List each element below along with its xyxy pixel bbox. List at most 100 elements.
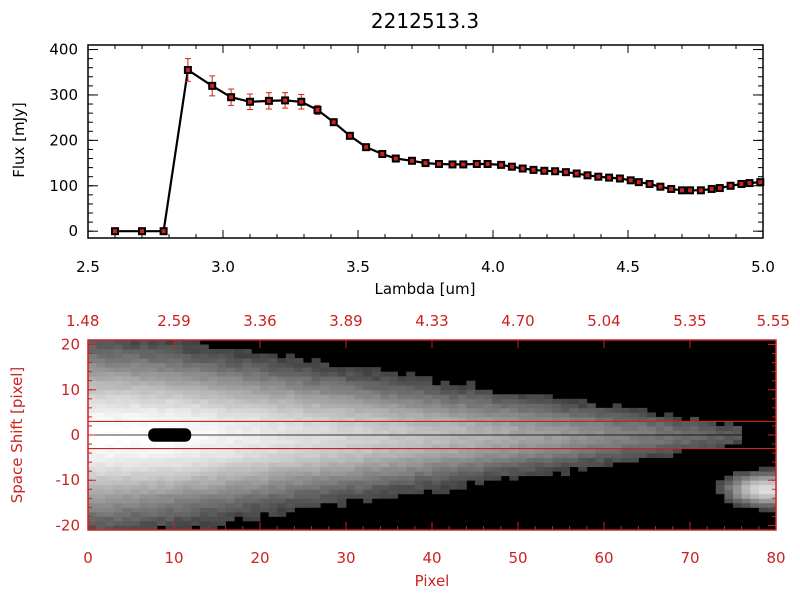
image-pixel: [113, 425, 123, 431]
image-pixel: [311, 489, 321, 495]
image-pixel: [328, 371, 338, 377]
image-pixel: [139, 516, 149, 522]
image-pixel: [148, 376, 158, 382]
image-pixel: [483, 394, 493, 400]
image-pixel: [225, 502, 235, 508]
image-pixel: [457, 484, 467, 490]
image-pixel: [251, 448, 261, 454]
image-pixel: [414, 403, 424, 409]
image-pixel: [96, 480, 106, 486]
image-pixel: [449, 430, 459, 436]
image-pixel: [707, 435, 717, 440]
image-pixel: [303, 453, 312, 459]
image-pixel: [397, 407, 407, 413]
image-pixel: [165, 385, 175, 391]
image-pixel: [113, 344, 123, 350]
image-pixel: [251, 389, 261, 395]
image-pixel: [500, 403, 510, 409]
image-pixel: [234, 466, 244, 472]
image-pixel: [414, 389, 424, 395]
image-pixel: [191, 349, 201, 354]
image-pixel: [234, 448, 244, 454]
image-pixel: [105, 457, 115, 463]
image-pixel: [371, 466, 381, 472]
image-pixel: [647, 430, 656, 436]
image-pixel: [432, 385, 441, 391]
image-pixel: [380, 448, 390, 454]
image-pixel: [122, 516, 132, 522]
image-pixel: [397, 462, 407, 468]
x-tick-label: 0: [83, 549, 93, 567]
image-pixel: [552, 421, 562, 427]
image-pixel: [277, 367, 287, 373]
image-pixel: [346, 439, 355, 445]
image-pixel: [156, 480, 166, 486]
image-pixel: [199, 349, 209, 354]
image-pixel: [294, 435, 304, 440]
image-pixel: [277, 462, 287, 468]
image-pixel: [466, 439, 476, 445]
image-pixel: [268, 430, 278, 436]
image-pixel: [423, 407, 433, 413]
image-pixel: [88, 480, 97, 486]
image-pixel: [380, 416, 390, 422]
image-pixel: [595, 462, 605, 468]
image-pixel: [242, 457, 252, 463]
image-pixel: [234, 435, 244, 440]
image-pixel: [758, 466, 768, 472]
data-point-core: [596, 174, 601, 179]
image-pixel: [174, 403, 183, 409]
image-pixel: [268, 362, 278, 368]
image-pixel: [234, 353, 244, 359]
image-pixel: [148, 493, 158, 499]
image-pixel: [406, 435, 416, 440]
image-pixel: [389, 435, 398, 440]
x-tick-label: 3.0: [211, 258, 235, 276]
image-pixel: [225, 435, 235, 440]
image-pixel: [131, 416, 140, 422]
image-pixel: [432, 453, 441, 459]
y-tick-label: 0: [68, 222, 78, 240]
image-pixel: [758, 507, 768, 513]
image-pixel: [88, 511, 97, 517]
image-pixel: [139, 371, 149, 377]
image-pixel: [337, 367, 347, 373]
image-pixel: [414, 376, 424, 382]
image-pixel: [285, 453, 295, 459]
image-pixel: [346, 389, 355, 395]
image-pixel: [199, 358, 209, 364]
image-pixel: [122, 489, 132, 495]
image-pixel: [457, 448, 467, 454]
image-pixel: [96, 457, 106, 463]
image-pixel: [191, 448, 201, 454]
image-pixel: [320, 475, 330, 481]
image-pixel: [148, 371, 158, 377]
image-pixel: [139, 416, 149, 422]
image-pixel: [277, 471, 287, 477]
image-pixel: [113, 520, 123, 526]
data-point-core: [717, 186, 722, 191]
image-pixel: [105, 516, 115, 522]
image-pixel: [750, 489, 760, 495]
image-pixel: [234, 462, 244, 468]
image-pixel: [578, 466, 588, 472]
image-pixel: [113, 376, 123, 382]
image-pixel: [526, 430, 536, 436]
image-pixel: [423, 466, 433, 472]
image-pixel: [535, 407, 545, 413]
y-tick-label: -20: [56, 516, 81, 534]
image-pixel: [354, 439, 364, 445]
image-pixel: [268, 376, 278, 382]
image-pixel: [174, 511, 183, 517]
image-pixel: [397, 475, 407, 481]
image-pixel: [389, 371, 398, 377]
image-pixel: [483, 389, 493, 395]
image-pixel: [449, 462, 459, 468]
image-pixel: [406, 376, 416, 382]
image-pixel: [715, 489, 725, 495]
image-pixel: [397, 489, 407, 495]
image-pixel: [414, 425, 424, 431]
image-pixel: [260, 362, 269, 368]
image-pixel: [88, 412, 97, 418]
image-pixel: [363, 489, 373, 495]
